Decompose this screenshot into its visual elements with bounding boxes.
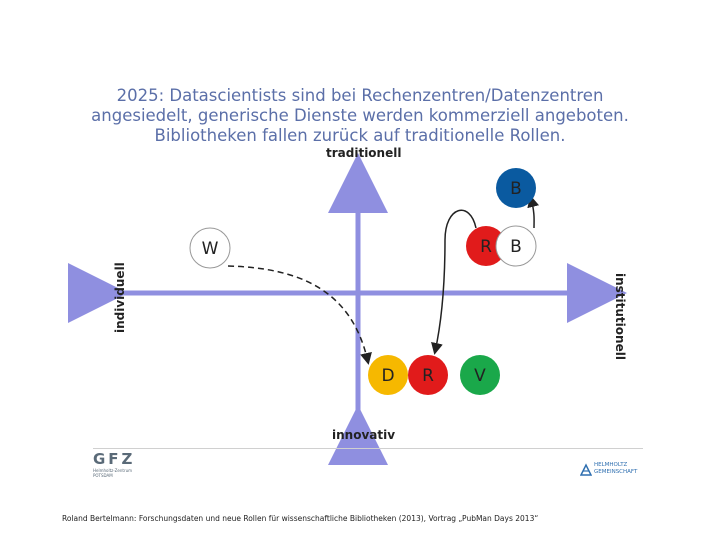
footer-citation: Roland Bertelmann: Forschungsdaten und n… (62, 514, 539, 523)
node-w: W (189, 227, 231, 269)
arrow-b-to-b (527, 195, 540, 229)
axis-label-bottom: innovativ (332, 428, 396, 442)
node-label: W (202, 239, 219, 259)
title-line-2: angesiedelt, generische Dienste werden k… (91, 106, 629, 125)
axis-label-left: individuell (113, 262, 127, 333)
node-b-top: B (496, 168, 536, 208)
node-label: D (381, 366, 394, 386)
node-label: R (422, 366, 434, 386)
arrow-r-to-r (431, 209, 477, 355)
title-line-1: 2025: Datascientists sind bei Rechenzent… (116, 86, 604, 105)
helmholtz-logo: HELMHOLTZ GEMEINSCHAFT (579, 462, 637, 481)
node-circle (368, 355, 408, 395)
node-circle (495, 225, 537, 267)
node-label: B (510, 179, 522, 199)
helmholtz-line-2: GEMEINSCHAFT (594, 469, 638, 475)
axis-label-right: institutionell (613, 273, 627, 360)
node-circle (466, 226, 506, 266)
gfz-logo-sub2: POTSDAM (93, 473, 113, 478)
slide-title: 2025: Datascientists sind bei Rechenzent… (0, 86, 720, 146)
node-circle (460, 355, 500, 395)
node-label: V (474, 366, 486, 386)
axis-label-top: traditionell (326, 146, 402, 160)
node-circle (496, 168, 536, 208)
node-r-top: R (466, 226, 506, 266)
node-label: R (480, 237, 492, 257)
node-circle (408, 355, 448, 395)
title-line-3: Bibliotheken fallen zurück auf tradition… (154, 126, 566, 145)
node-d: D (368, 355, 408, 395)
gfz-logo-text: GFZ (93, 450, 136, 468)
footer-divider (93, 448, 643, 449)
node-v: V (460, 355, 500, 395)
node-r-bottom: R (408, 355, 448, 395)
node-circle (189, 227, 231, 269)
helmholtz-line-1: HELMHOLTZ (594, 462, 628, 468)
gfz-logo: GFZ Helmholtz-Zentrum POTSDAM (93, 450, 141, 478)
arrow-w-to-d (227, 265, 372, 365)
gfz-logo-sub1: Helmholtz-Zentrum (93, 468, 133, 473)
helmholtz-icon (579, 463, 593, 476)
node-b-mid: B (495, 225, 537, 267)
node-label: B (510, 237, 522, 257)
